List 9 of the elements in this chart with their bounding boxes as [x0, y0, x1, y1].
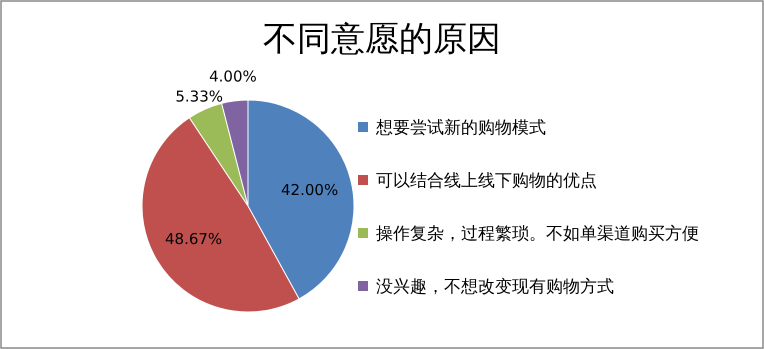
data-label: 4.00% [209, 67, 257, 86]
legend-label: 可以结合线上线下购物的优点 [376, 171, 597, 191]
data-label: 48.67% [164, 230, 222, 248]
data-label: 42.00% [281, 181, 338, 200]
legend-label: 操作复杂，过程繁琐。不如单渠道购买方便 [376, 224, 699, 244]
legend-label: 想要尝试新的购物模式 [375, 118, 546, 138]
data-label: 5.33% [175, 87, 224, 106]
chart-title: 不同意愿的原因 [263, 19, 501, 59]
legend-label: 没兴趣，不想改变现有购物方式 [376, 277, 614, 297]
